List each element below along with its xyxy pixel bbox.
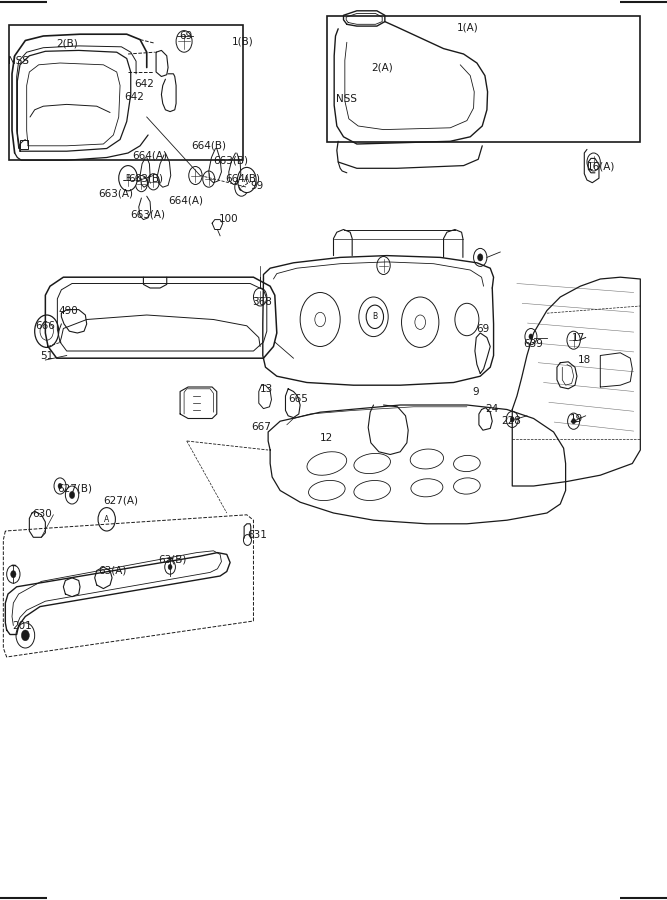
Circle shape [237, 167, 256, 193]
Circle shape [168, 564, 172, 570]
Bar [20, 140, 28, 148]
Text: 667: 667 [251, 422, 271, 433]
Text: 666: 666 [35, 320, 55, 331]
Text: 663(B): 663(B) [213, 155, 248, 166]
Text: 24: 24 [485, 403, 498, 414]
Text: 627(A): 627(A) [103, 495, 138, 506]
Text: 1(B): 1(B) [232, 36, 254, 47]
Text: 19: 19 [570, 414, 583, 425]
Text: 69: 69 [179, 31, 192, 41]
Text: 17: 17 [572, 333, 585, 344]
Circle shape [98, 508, 115, 531]
Text: 663(A): 663(A) [130, 209, 165, 220]
Circle shape [69, 491, 75, 499]
Text: 2(B): 2(B) [57, 38, 79, 49]
Text: 642: 642 [135, 78, 155, 89]
Text: 664(B): 664(B) [191, 140, 225, 151]
Text: 642: 642 [124, 92, 144, 103]
Text: 1(A): 1(A) [457, 22, 479, 32]
Text: 63(A): 63(A) [99, 565, 127, 576]
Circle shape [510, 417, 514, 422]
Text: B: B [125, 174, 131, 183]
Text: B: B [372, 312, 378, 321]
Circle shape [239, 184, 244, 191]
Text: 663(B): 663(B) [128, 173, 163, 184]
Text: 490: 490 [58, 306, 78, 317]
Text: 13: 13 [260, 383, 273, 394]
Circle shape [366, 305, 384, 328]
Text: 631: 631 [247, 529, 267, 540]
Text: 69: 69 [476, 324, 490, 335]
Text: 100: 100 [219, 213, 238, 224]
Circle shape [119, 166, 137, 191]
Text: 627(B): 627(B) [57, 483, 92, 494]
Text: NSS: NSS [336, 94, 357, 104]
Text: 18: 18 [578, 355, 591, 365]
Text: 630: 630 [32, 508, 52, 519]
Text: 664(B): 664(B) [225, 173, 260, 184]
Circle shape [572, 418, 576, 424]
Text: A: A [104, 515, 109, 524]
Text: NSS: NSS [8, 56, 29, 67]
Circle shape [529, 334, 533, 339]
Text: 664(A): 664(A) [168, 195, 203, 206]
Text: 9: 9 [472, 387, 479, 398]
Bar [327, 16, 640, 142]
Text: 368: 368 [252, 297, 272, 308]
Text: 664(A): 664(A) [132, 150, 167, 161]
Circle shape [11, 571, 16, 578]
Circle shape [478, 254, 483, 261]
Bar [9, 25, 243, 160]
Text: 201: 201 [12, 621, 32, 632]
Text: 228: 228 [501, 416, 521, 427]
Text: 663(A): 663(A) [99, 188, 133, 199]
Text: 639: 639 [523, 338, 543, 349]
Text: 12: 12 [320, 433, 334, 444]
Text: 63(B): 63(B) [159, 554, 187, 565]
Circle shape [21, 630, 29, 641]
Text: A: A [244, 176, 249, 184]
Text: 16(A): 16(A) [587, 161, 616, 172]
Circle shape [58, 483, 62, 489]
Text: 2(A): 2(A) [371, 62, 393, 73]
Text: 99: 99 [251, 181, 264, 192]
Text: 665: 665 [288, 393, 308, 404]
Text: 51: 51 [40, 351, 53, 362]
